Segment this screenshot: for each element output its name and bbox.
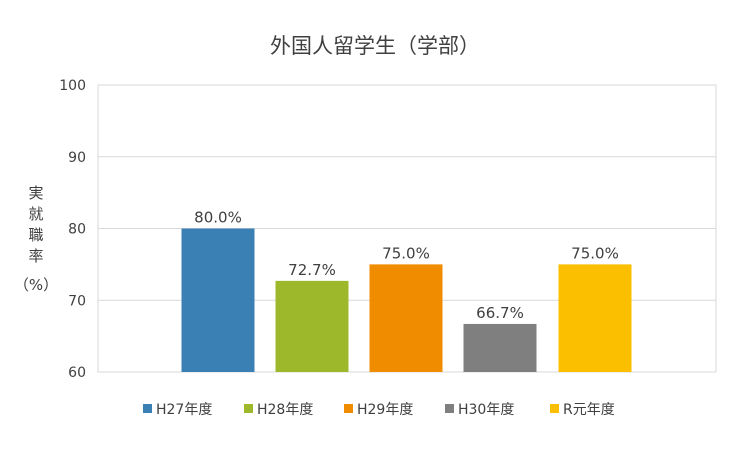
y-tick-label: 60	[68, 365, 86, 381]
legend-swatch	[344, 404, 353, 413]
data-label: 75.0%	[571, 244, 619, 262]
data-label: 80.0%	[194, 209, 242, 227]
data-label: 72.7%	[288, 261, 336, 279]
legend-label: H27年度	[156, 402, 212, 418]
data-label: 66.7%	[476, 304, 524, 322]
data-label: 75.0%	[382, 244, 430, 262]
y-axis-label: 実 就 職 率 （%）	[14, 184, 58, 294]
y-tick-label: 100	[59, 78, 86, 94]
chart-title: 外国人留学生（学部）	[270, 34, 480, 58]
y-axis-label-char: 実	[28, 184, 43, 202]
bar	[369, 264, 443, 372]
bar	[275, 280, 349, 372]
plot-area: 60 70 80 90 100 80.0% 72.7% 75.0% 66.7% 75.0%	[59, 78, 717, 381]
legend-swatch	[445, 404, 454, 413]
legend-swatch	[244, 404, 253, 413]
legend-label: R元年度	[563, 402, 615, 418]
bar	[181, 228, 255, 372]
legend: H27年度 H28年度 H29年度 H30年度 R元年度	[143, 402, 615, 418]
y-axis-label-char: 就	[28, 205, 43, 223]
legend-swatch	[550, 404, 559, 413]
legend-swatch	[143, 404, 152, 413]
legend-label: H29年度	[357, 402, 413, 418]
y-axis-label-unit: （%）	[14, 276, 58, 294]
legend-label: H30年度	[458, 402, 514, 418]
legend-label: H28年度	[257, 402, 313, 418]
bar	[463, 323, 537, 372]
y-tick-label: 80	[68, 222, 86, 238]
y-tick-label: 90	[68, 150, 86, 166]
y-axis-label-char: 率	[28, 247, 43, 265]
y-tick-label: 70	[68, 293, 86, 309]
y-axis-label-char: 職	[28, 226, 43, 244]
bar	[558, 264, 632, 372]
